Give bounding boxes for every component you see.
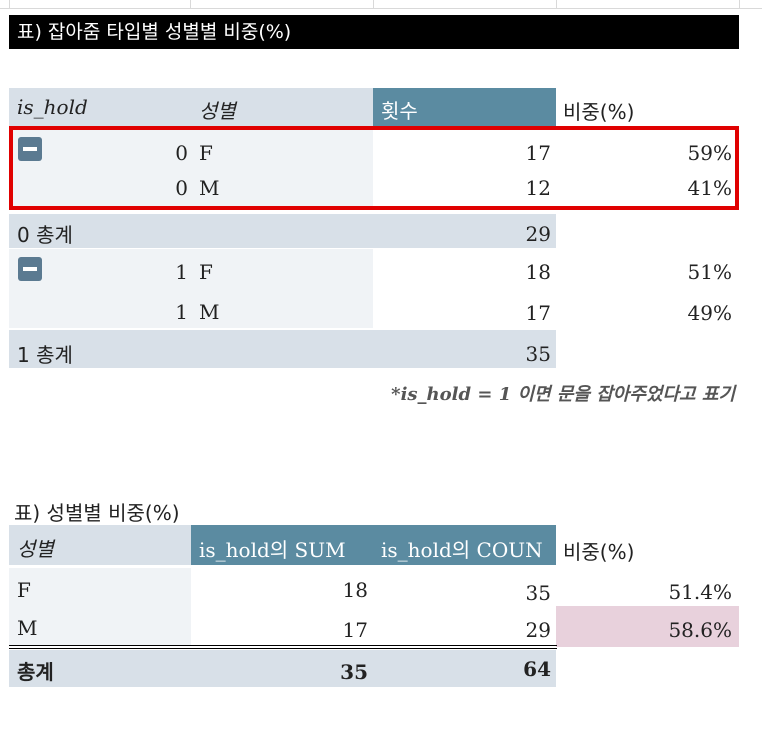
t2-total-label: 총계 bbox=[17, 660, 54, 684]
total-row-0-count: 29 bbox=[525, 222, 551, 246]
sheet-grid-top bbox=[0, 0, 762, 9]
collapse-group0-minus-icon[interactable] bbox=[18, 137, 42, 161]
table-row-0-ratio: 59% bbox=[687, 141, 732, 165]
total-row-1-count: 35 bbox=[525, 342, 551, 366]
total-row-0-bg bbox=[9, 214, 556, 248]
table-row-1-gender: M bbox=[199, 176, 220, 200]
highlight-box bbox=[9, 126, 739, 210]
t2-row-1-ratio: 58.6% bbox=[668, 618, 732, 642]
total-row-1-bg bbox=[9, 330, 556, 368]
collapse-group1-minus-icon[interactable] bbox=[18, 257, 42, 281]
t2-col-header-count[interactable]: is_hold의 COUN bbox=[381, 538, 543, 562]
t2-col-header-ratio[interactable]: 비중(%) bbox=[563, 540, 635, 564]
table-row-2-ratio: 51% bbox=[687, 260, 732, 284]
table-row-0-gender: F bbox=[199, 141, 213, 165]
table-row-2-gender: F bbox=[199, 260, 213, 284]
total-row-1-label: 1 총계 bbox=[17, 343, 73, 367]
t2-row-1-count: 29 bbox=[525, 618, 551, 642]
group1-label-bg bbox=[9, 249, 373, 328]
table-row-1-count: 12 bbox=[525, 176, 551, 200]
group0-label-bg bbox=[9, 130, 373, 208]
footnote: *is_hold = 1 이면 문을 잡아주었다고 표기 bbox=[391, 384, 735, 405]
table-row-2-is-hold: 1 bbox=[175, 260, 188, 284]
table-row-3-ratio: 49% bbox=[687, 301, 732, 325]
col-header-gender[interactable]: 성별 bbox=[199, 99, 236, 123]
col-header-is-hold[interactable]: is_hold bbox=[17, 95, 88, 119]
total-row-0-label: 0 총계 bbox=[17, 223, 73, 247]
table-row-1-ratio: 41% bbox=[687, 176, 732, 200]
col-header-count[interactable]: 횟수 bbox=[381, 99, 418, 123]
table-row-3-is-hold: 1 bbox=[175, 300, 188, 324]
t2-row-1-gender: M bbox=[17, 616, 38, 640]
col-header-ratio[interactable]: 비중(%) bbox=[563, 100, 635, 124]
t2-row-0-sum: 18 bbox=[342, 578, 368, 602]
t2-row-0-count: 35 bbox=[525, 581, 551, 605]
t2-row-1-ratio-highlight bbox=[556, 606, 739, 647]
t2-total-row-bg bbox=[9, 650, 556, 687]
t2-col-header-sum[interactable]: is_hold의 SUM bbox=[199, 538, 346, 562]
t2-row-1-sum: 17 bbox=[342, 618, 368, 642]
table1-header-bg bbox=[9, 88, 373, 128]
table2-gender-col-bg bbox=[9, 568, 191, 646]
t2-row-0-gender: F bbox=[17, 578, 31, 602]
total-divider bbox=[9, 645, 557, 649]
t2-total-count: 64 bbox=[523, 657, 551, 681]
table2-title: 표) 성별별 비중(%) bbox=[14, 501, 180, 525]
table-row-2-count: 18 bbox=[525, 260, 551, 284]
table2-header-gender-bg bbox=[9, 525, 191, 565]
table-row-0-count: 17 bbox=[525, 141, 551, 165]
table2-header-values-bg bbox=[191, 525, 556, 565]
t2-total-sum: 35 bbox=[340, 660, 368, 684]
t2-col-header-gender[interactable]: 성별 bbox=[17, 537, 54, 561]
t2-row-0-ratio: 51.4% bbox=[668, 580, 732, 604]
table1-title: 표) 잡아줌 타입별 성별별 비중(%) bbox=[9, 15, 739, 49]
table-row-0-is-hold: 0 bbox=[175, 141, 188, 165]
table-row-1-is-hold: 0 bbox=[175, 176, 188, 200]
table1-header-count-bg bbox=[373, 88, 556, 128]
table-row-3-count: 17 bbox=[525, 301, 551, 325]
table-row-3-gender: M bbox=[199, 300, 220, 324]
